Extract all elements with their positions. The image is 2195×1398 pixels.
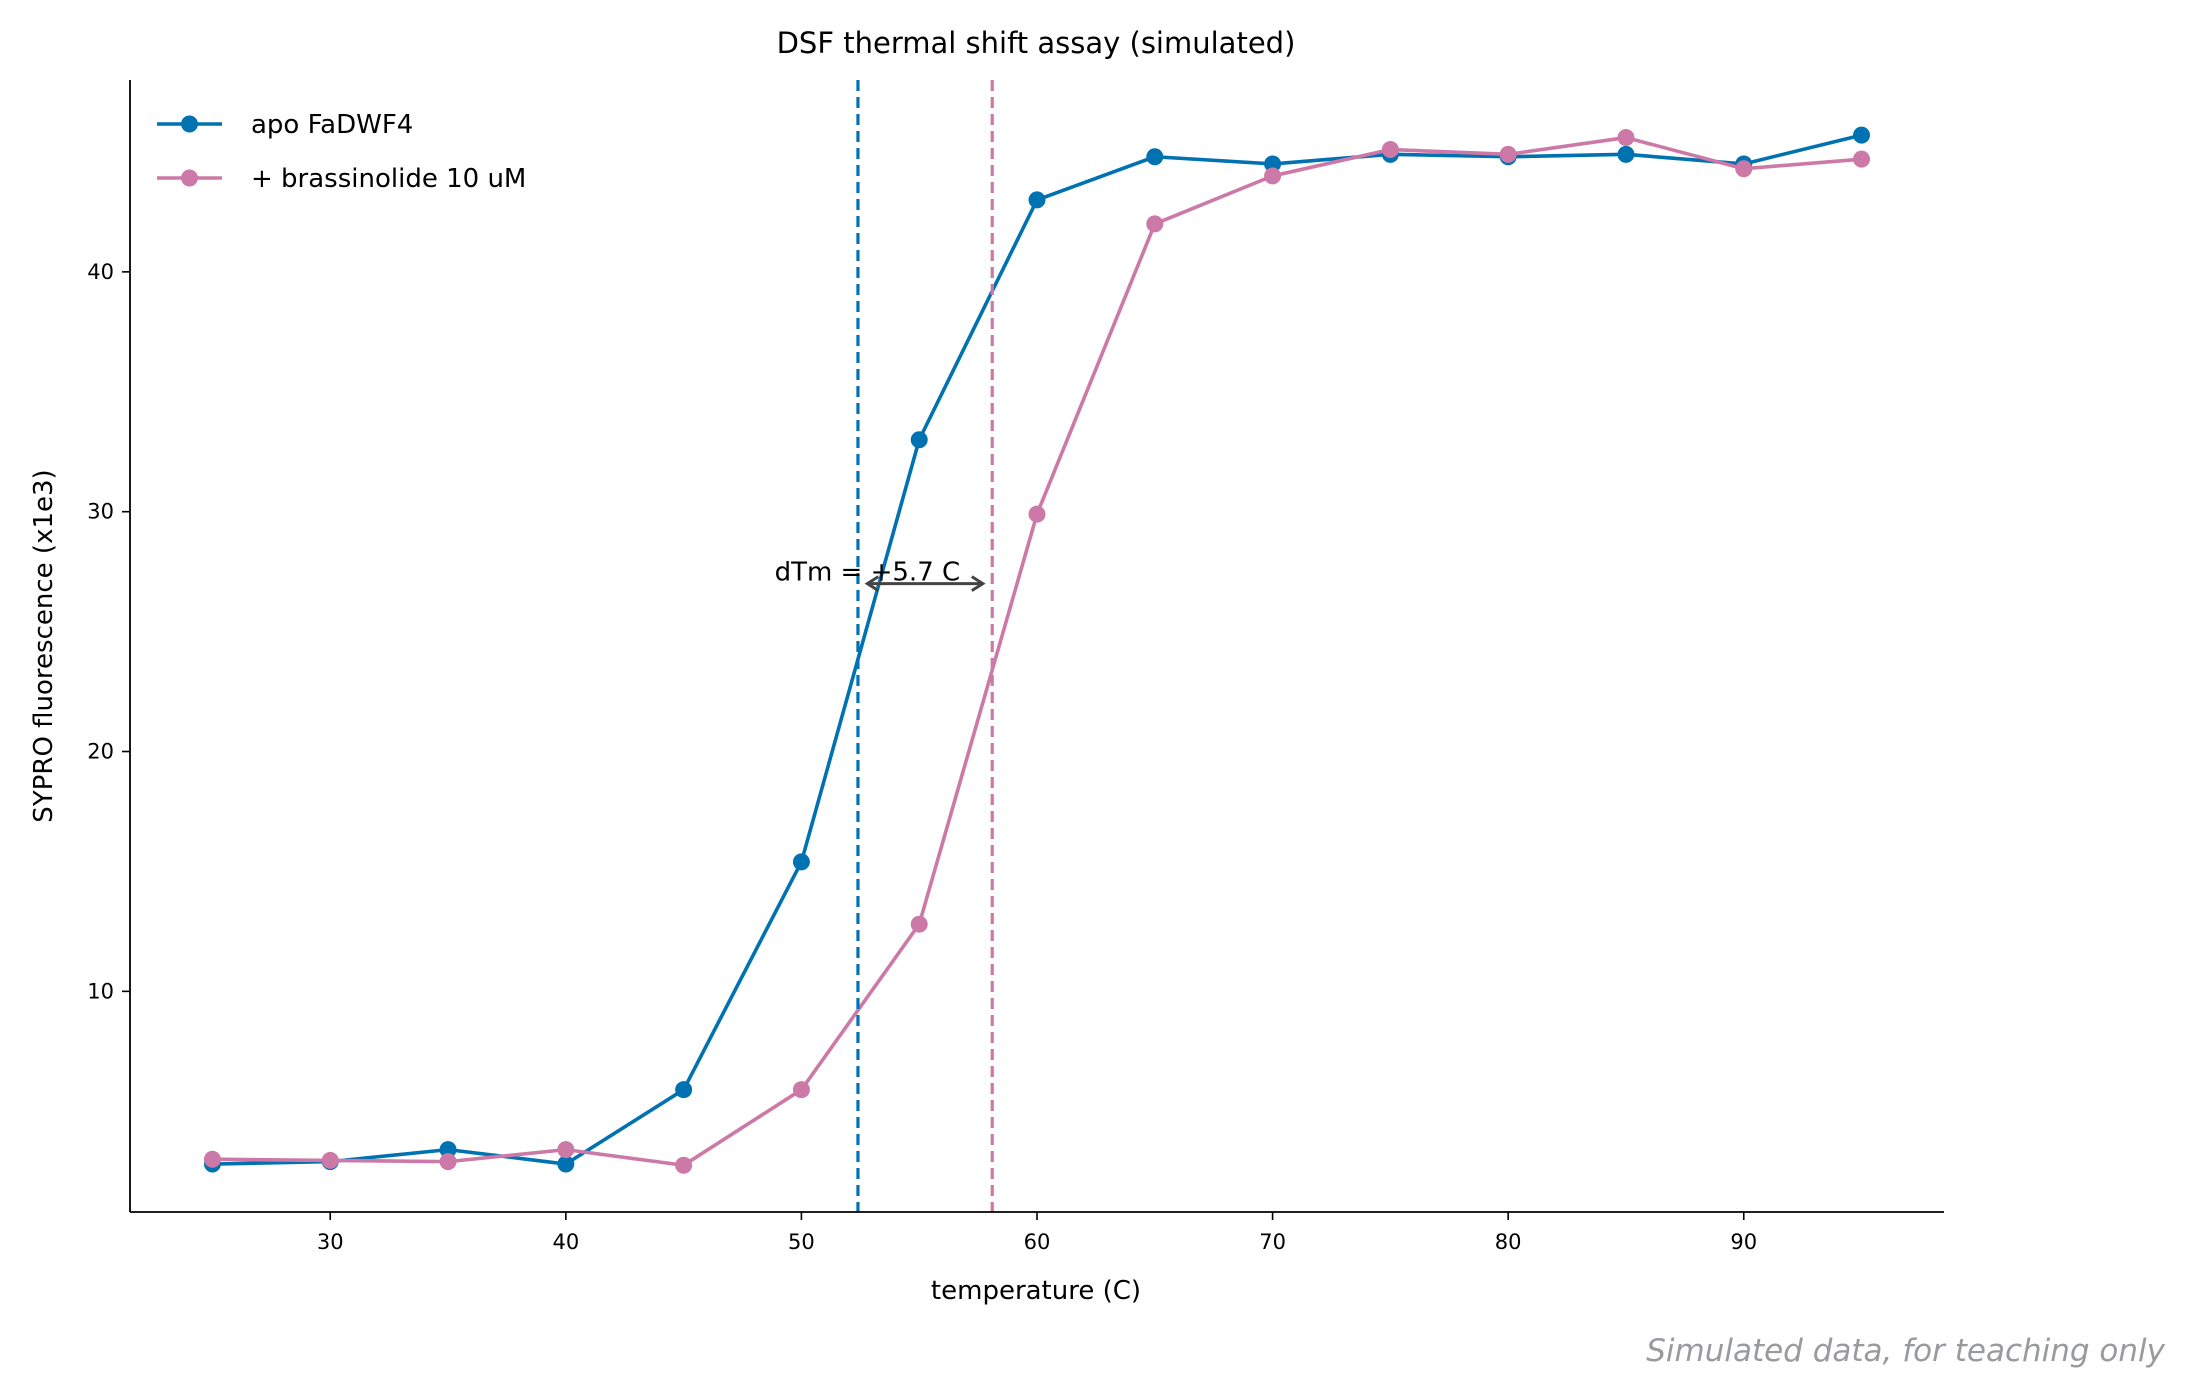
plot-area: dTm = +5.7 C (203, 80, 1871, 1212)
data-point (1381, 141, 1399, 159)
series-2 (203, 129, 1871, 1174)
legend-swatch-marker (181, 169, 198, 187)
data-point (675, 1156, 693, 1174)
x-tick-label: 50 (788, 1230, 815, 1254)
y-tick-label: 20 (87, 740, 114, 764)
legend-label: + brassinolide 10 uM (251, 164, 526, 194)
arrow-head-right (971, 575, 986, 592)
y-axis-label: SYPRO fluorescence (x1e3) (29, 469, 59, 822)
data-point (1853, 126, 1871, 144)
data-point (1853, 150, 1871, 168)
footnote: Simulated data, for teaching only (1646, 1333, 2165, 1369)
data-point (910, 431, 928, 449)
data-point (321, 1151, 339, 1169)
x-tick-label: 60 (1024, 1230, 1051, 1254)
data-point (1617, 145, 1635, 163)
data-point (675, 1081, 693, 1099)
x-tick-label: 80 (1495, 1230, 1522, 1254)
data-point (1028, 191, 1046, 209)
data-point (557, 1155, 575, 1173)
data-point (203, 1150, 221, 1168)
data-point (1028, 505, 1046, 523)
y-tick-label: 40 (87, 260, 114, 284)
legend-item: + brassinolide 10 uM (157, 164, 526, 194)
legend-label: apo FaDWF4 (251, 110, 413, 140)
data-point (1499, 145, 1517, 163)
x-tick-label: 40 (552, 1230, 579, 1254)
data-point (557, 1141, 575, 1159)
delta-tm-annotation: dTm = +5.7 C (775, 558, 986, 592)
x-tick-label: 30 (317, 1230, 344, 1254)
data-point (1735, 160, 1753, 178)
data-point (1146, 148, 1164, 166)
series-line (212, 133, 1862, 1166)
data-point (439, 1141, 457, 1159)
series-line (212, 135, 1862, 1168)
legend: apo FaDWF4 + brassinolide 10 uM (157, 110, 526, 194)
data-point (1264, 167, 1282, 185)
x-axis-label: temperature (C) (931, 1276, 1141, 1306)
chart-title: DSF thermal shift assay (simulated) (777, 26, 1296, 60)
y-tick-label: 30 (87, 500, 114, 524)
data-point (1146, 215, 1164, 233)
data-point (910, 915, 928, 933)
y-tick-label: 10 (87, 979, 114, 1003)
delta-tm-label: dTm = +5.7 C (775, 558, 961, 588)
data-point (1264, 155, 1282, 173)
data-point (792, 853, 810, 871)
legend-item: apo FaDWF4 (157, 110, 413, 140)
y-ticks: 10 20 30 40 (87, 260, 130, 1003)
series-1 (203, 126, 1871, 1173)
x-tick-label: 70 (1259, 1230, 1286, 1254)
x-tick-label: 90 (1730, 1230, 1757, 1254)
data-point (792, 1081, 810, 1099)
data-point (439, 1153, 457, 1171)
data-point (1617, 129, 1635, 147)
legend-swatch-marker (181, 115, 198, 133)
arrow-head-left (864, 575, 880, 592)
x-ticks: 30 40 50 60 70 80 90 (317, 1212, 1757, 1254)
